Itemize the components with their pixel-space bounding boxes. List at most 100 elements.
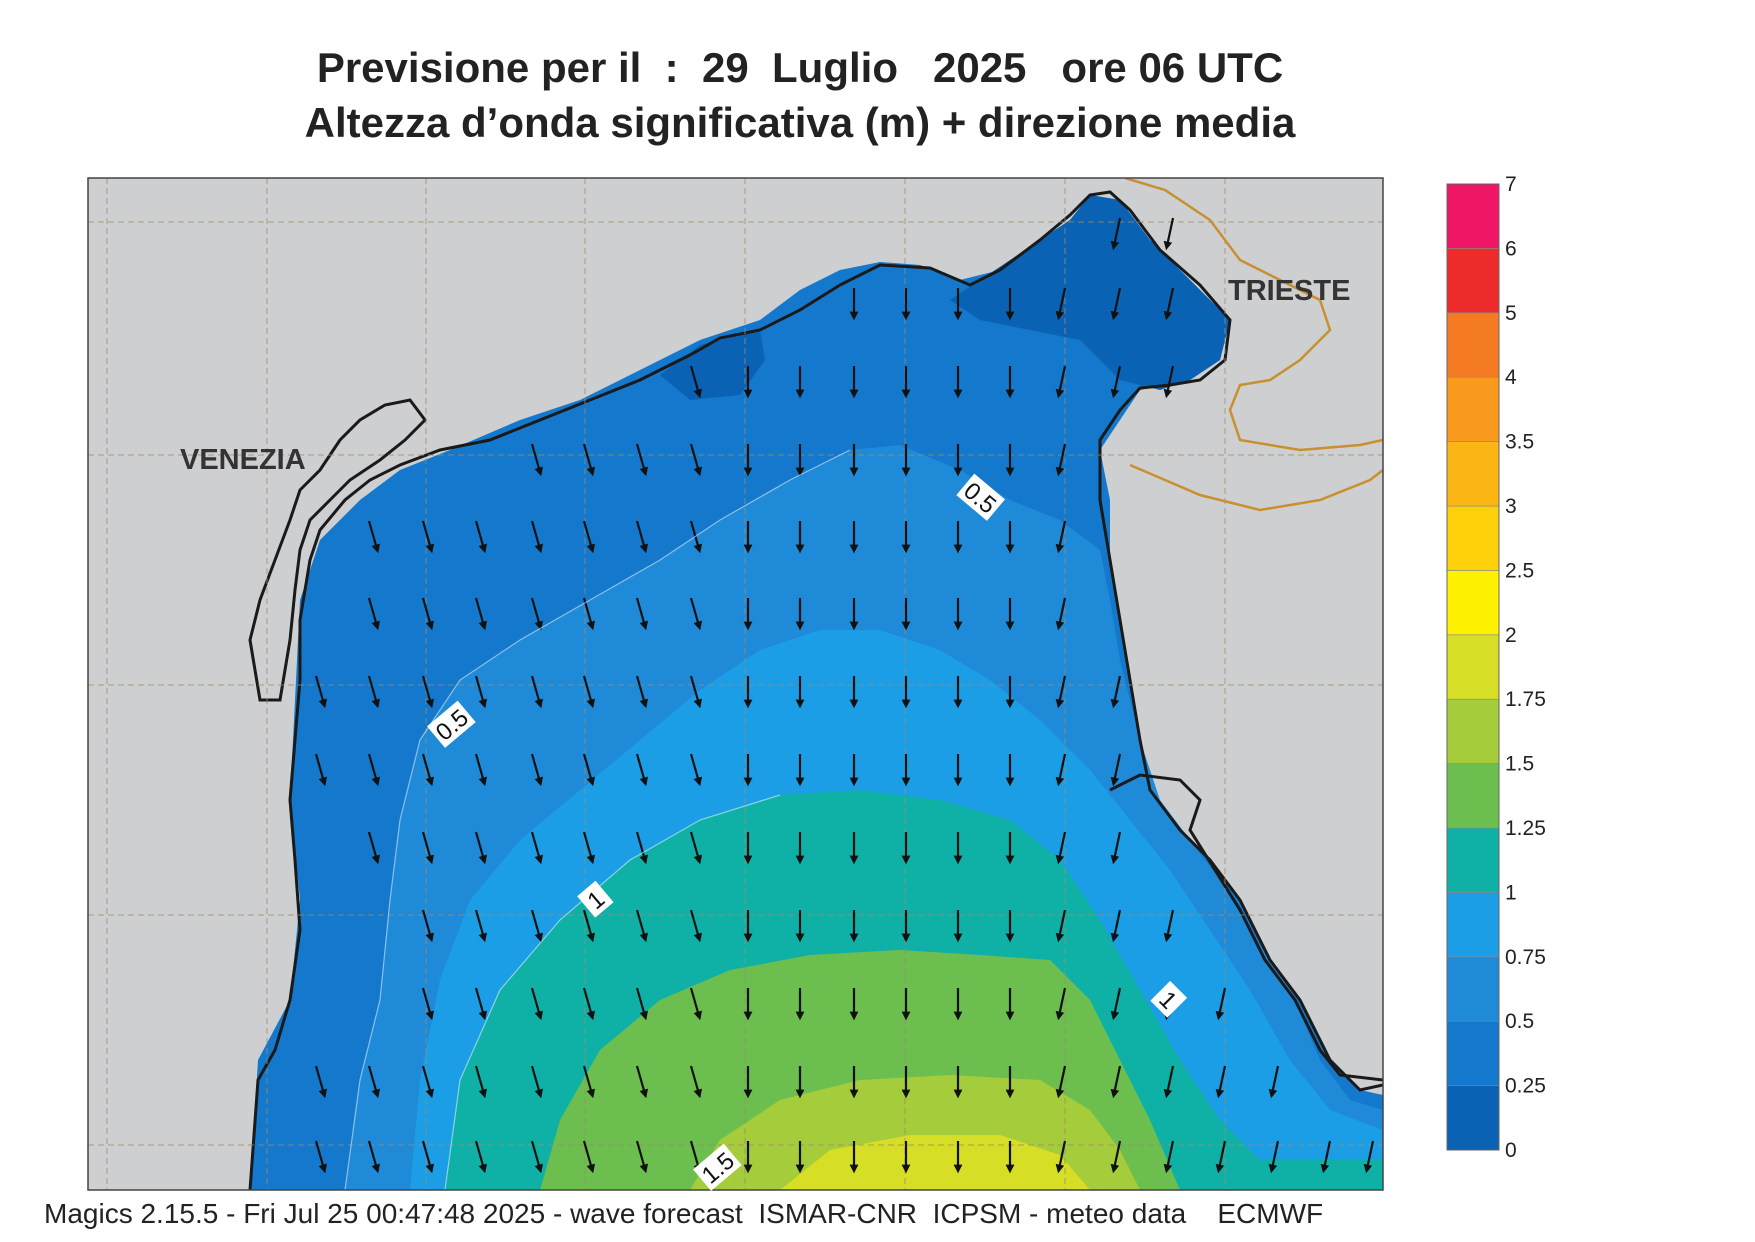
wave-direction-arrow — [582, 909, 596, 943]
colorbar-swatch — [1446, 698, 1500, 764]
wave-direction-arrow — [314, 675, 328, 709]
wave-direction-arrow — [1110, 675, 1122, 709]
wave-direction-arrow — [1055, 520, 1067, 554]
map-frame — [87, 177, 1384, 1191]
wave-direction-arrow — [421, 1065, 435, 1099]
colorbar-tick-label: 0.5 — [1505, 1010, 1534, 1033]
colorbar-tick-label: 6 — [1505, 237, 1517, 260]
colorbar-swatch — [1446, 183, 1500, 249]
wave-direction-arrow — [367, 675, 381, 709]
colorbar-swatch — [1446, 570, 1500, 636]
colorbar-swatch — [1446, 1020, 1500, 1086]
wave-direction-arrow — [474, 753, 488, 787]
city-label-trieste: TRIESTE — [1228, 275, 1350, 307]
colorbar-tick-label: 2.5 — [1505, 559, 1534, 582]
wave-direction-arrow — [530, 675, 544, 709]
wave-direction-arrow — [635, 443, 649, 477]
colorbar: 0 0.25 0.5 0.75 1 1.25 1.5 1.75 2 2.5 3 3.5 4 5 6 7 — [1446, 173, 1546, 1162]
wave-direction-arrow — [474, 675, 488, 709]
colorbar-swatch — [1446, 248, 1500, 314]
colorbar-swatch — [1446, 634, 1500, 700]
wave-direction-arrow — [367, 520, 381, 554]
wave-direction-arrow — [1055, 1065, 1067, 1099]
wave-direction-arrow — [1110, 217, 1122, 251]
colorbar-tick-label: 0.25 — [1505, 1075, 1546, 1098]
wave-direction-arrow — [689, 753, 703, 787]
wave-direction-arrow — [421, 909, 435, 943]
wave-direction-arrow — [1055, 909, 1067, 943]
wave-direction-arrow — [421, 831, 435, 865]
wave-direction-arrow — [530, 443, 544, 477]
wave-direction-arrow — [635, 1140, 649, 1174]
wave-direction-arrow — [1110, 1065, 1122, 1099]
wave-direction-arrow — [1055, 365, 1067, 399]
wave-direction-arrow — [635, 753, 649, 787]
wave-direction-arrow — [1055, 287, 1067, 321]
wave-direction-arrow — [635, 597, 649, 631]
wave-direction-arrow — [635, 987, 649, 1021]
wave-direction-arrow — [474, 909, 488, 943]
colorbar-tick-label: 3.5 — [1505, 431, 1534, 454]
wave-direction-arrow — [689, 987, 703, 1021]
wave-direction-arrow — [1163, 365, 1175, 399]
sea-band-1.75 — [780, 1135, 1090, 1190]
wave-direction-arrow — [421, 987, 435, 1021]
wave-direction-arrow — [1055, 987, 1067, 1021]
wave-direction-arrow — [1110, 287, 1122, 321]
graticule — [88, 178, 1383, 1190]
wave-direction-arrow — [1363, 1140, 1375, 1174]
colorbar-swatch — [1446, 827, 1500, 893]
wave-direction-arrow — [635, 1065, 649, 1099]
wave-direction-arrow — [689, 1140, 703, 1174]
wave-direction-arrow — [582, 831, 596, 865]
wave-direction-arrow — [1215, 987, 1227, 1021]
wave-direction-arrow — [474, 1065, 488, 1099]
sea-band-0-gulf — [660, 330, 765, 400]
colorbar-swatch — [1446, 1085, 1500, 1151]
wave-direction-arrow — [474, 520, 488, 554]
colorbar-swatch — [1446, 441, 1500, 507]
national-border — [1124, 178, 1383, 452]
wave-direction-arrow — [367, 1065, 381, 1099]
wave-direction-arrow — [1320, 1140, 1332, 1174]
wave-direction-arrow — [421, 520, 435, 554]
colorbar-tick-label: 0 — [1505, 1139, 1517, 1162]
wave-direction-arrow — [474, 987, 488, 1021]
wave-direction-arrow — [474, 831, 488, 865]
variable-title: Altezza d’onda significativa (m) + direz… — [304, 99, 1296, 146]
wave-direction-arrow — [1055, 753, 1067, 787]
wave-direction-arrow — [421, 1140, 435, 1174]
wave-direction-arrow — [1055, 443, 1067, 477]
wave-direction-arrow — [367, 831, 381, 865]
map-area — [88, 178, 1383, 1190]
wave-direction-arrow — [689, 365, 703, 399]
wave-direction-arrow — [1110, 753, 1122, 787]
national-border-south — [1129, 463, 1383, 512]
sea-band-0-trieste — [950, 195, 1230, 390]
wave-direction-arrow — [689, 909, 703, 943]
wave-direction-arrow — [530, 987, 544, 1021]
wave-direction-arrow — [1215, 1140, 1227, 1174]
wave-direction-arrow — [635, 675, 649, 709]
wave-direction-arrow — [635, 909, 649, 943]
wave-direction-arrow — [1055, 831, 1067, 865]
colorbar-swatch — [1446, 376, 1500, 442]
wave-direction-arrow — [689, 831, 703, 865]
wave-direction-arrow — [1163, 287, 1175, 321]
wave-direction-arrow — [1055, 675, 1067, 709]
colorbar-frame — [1446, 183, 1500, 1151]
wave-direction-arrow — [1268, 1065, 1280, 1099]
wave-direction-arrow — [582, 753, 596, 787]
colorbar-tick-label: 1.5 — [1505, 753, 1534, 776]
wave-direction-arrow — [421, 675, 435, 709]
wave-direction-arrow — [689, 675, 703, 709]
colorbar-swatch — [1446, 312, 1500, 378]
wave-direction-arrow — [1110, 831, 1122, 865]
colorbar-tick-label: 0.75 — [1505, 946, 1546, 969]
wave-direction-arrow — [689, 597, 703, 631]
wave-direction-arrow — [314, 753, 328, 787]
wave-direction-arrow — [474, 597, 488, 631]
wave-direction-arrow — [582, 520, 596, 554]
colorbar-swatch — [1446, 763, 1500, 829]
colorbar-tick-label: 1.25 — [1505, 817, 1546, 840]
